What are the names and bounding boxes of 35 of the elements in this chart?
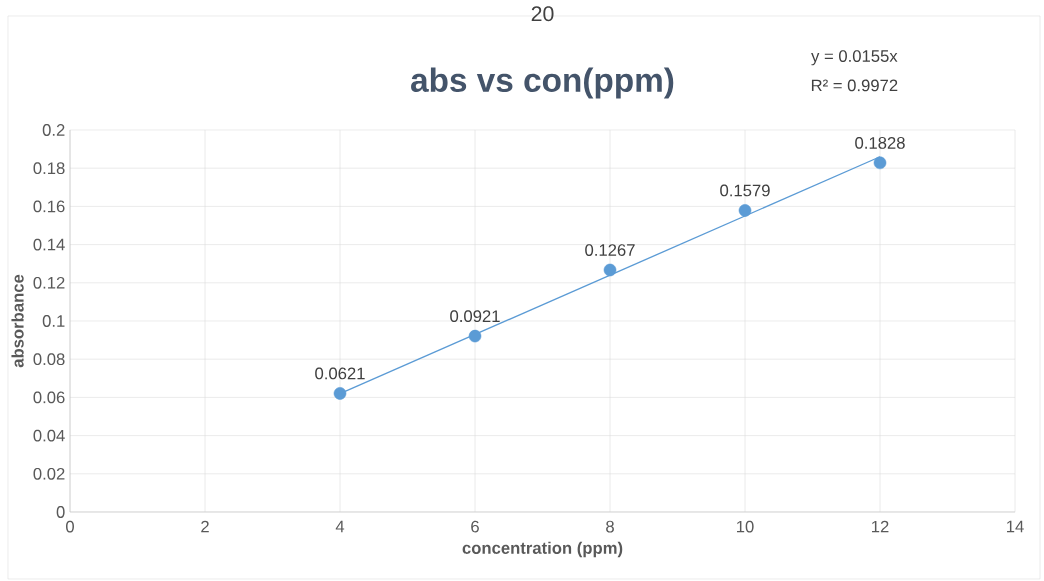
y-tick-label: 0.02 bbox=[33, 467, 65, 480]
x-tick-label: 8 bbox=[606, 520, 614, 533]
x-tick-label: 0 bbox=[66, 520, 74, 533]
y-tick-label: 0.1 bbox=[42, 315, 65, 327]
x-tick-label: 4 bbox=[335, 520, 345, 533]
x-tick-label: 12 bbox=[872, 520, 889, 533]
y-tick-label: 0.2 bbox=[42, 124, 65, 136]
data-label: 0.0921 bbox=[450, 310, 500, 323]
chart-title: abs vs con(ppm) bbox=[411, 67, 674, 99]
y-tick-label: 0 bbox=[56, 506, 65, 518]
text: 20 bbox=[531, 6, 554, 22]
data-label: 0.1828 bbox=[855, 137, 905, 149]
x-tick-label: 10 bbox=[737, 520, 754, 533]
y-tick-label: 0.04 bbox=[33, 429, 65, 442]
y-tick-label: 0.18 bbox=[33, 162, 65, 175]
y-tick-label: 0.06 bbox=[33, 391, 65, 404]
y-tick-label: 0.16 bbox=[33, 200, 65, 213]
x-tick-label: 14 bbox=[1007, 520, 1024, 533]
y-tick-label: 0.08 bbox=[33, 353, 65, 366]
point bbox=[873, 156, 887, 170]
x-axis-title: concentration (ppm) bbox=[462, 541, 623, 558]
data-label: 0.0621 bbox=[315, 367, 365, 380]
y-tick-label: 0.12 bbox=[33, 276, 65, 289]
point bbox=[468, 329, 482, 343]
x-tick-label: 2 bbox=[201, 520, 209, 533]
point bbox=[333, 387, 347, 400]
y-tick-label: 0.14 bbox=[33, 238, 65, 251]
data-label: 0.1267 bbox=[585, 244, 635, 256]
point bbox=[738, 204, 752, 217]
data-label: 0.1579 bbox=[720, 184, 770, 197]
point bbox=[603, 263, 617, 277]
y-axis-title: absorbance bbox=[11, 274, 24, 368]
text: y = 0.0155x bbox=[811, 50, 898, 66]
x-tick-label: 6 bbox=[471, 520, 479, 533]
text: R² = 0.9972 bbox=[811, 79, 898, 92]
